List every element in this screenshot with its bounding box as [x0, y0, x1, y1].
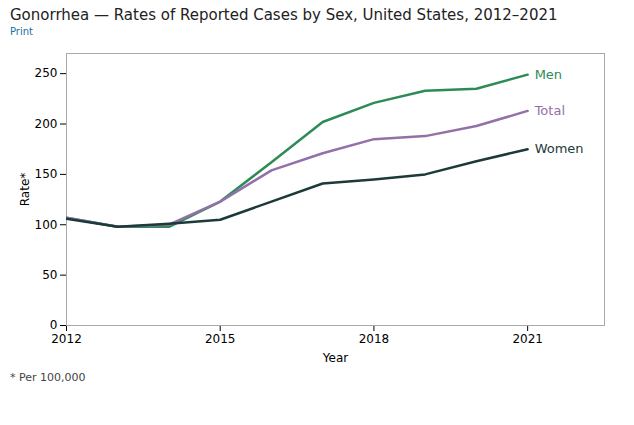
svg-text:Men: Men [535, 67, 562, 82]
html-text:* Per 100,000: * Per 100,000 [10, 371, 86, 384]
svg-text:Total: Total [534, 103, 565, 118]
svg-text:0: 0 [50, 318, 58, 332]
svg-text:100: 100 [35, 218, 58, 232]
html-text:Print: Print [10, 26, 33, 37]
svg-text:150: 150 [35, 167, 58, 181]
svg-text:2021: 2021 [512, 332, 543, 346]
svg-text:2018: 2018 [359, 332, 390, 346]
svg-text:Year: Year [322, 351, 348, 365]
svg-text:Rate*: Rate* [18, 173, 32, 207]
svg-text:2015: 2015 [205, 332, 236, 346]
html-text:Gonorrhea — Rates of Reported: Gonorrhea — Rates of Reported Cases by S… [10, 6, 558, 24]
svg-text:50: 50 [42, 268, 57, 282]
svg-text:Women: Women [535, 141, 584, 156]
svg-text:200: 200 [35, 117, 58, 131]
svg-text:250: 250 [35, 66, 58, 80]
svg-text:2012: 2012 [51, 332, 82, 346]
